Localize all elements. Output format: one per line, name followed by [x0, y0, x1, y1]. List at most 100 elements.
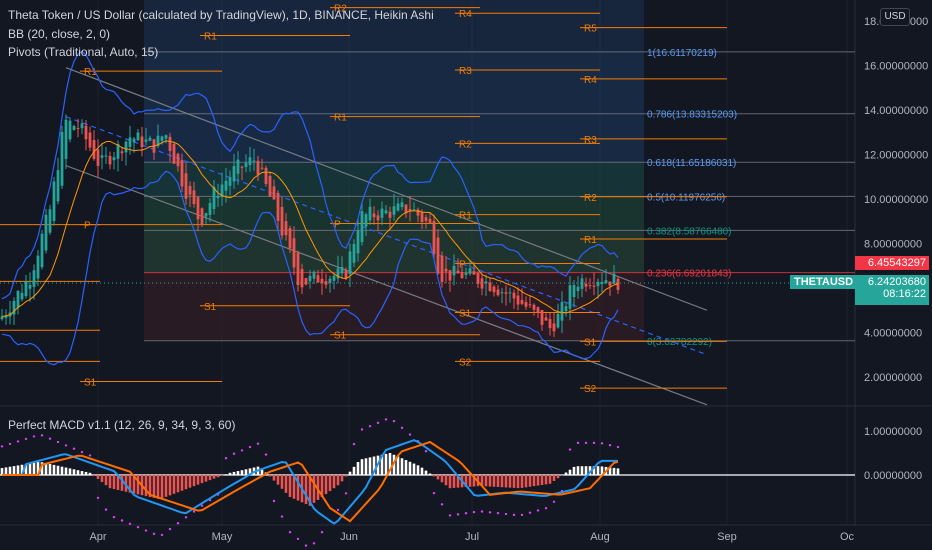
- macd-histogram-bar: [12, 466, 16, 475]
- macd-dot: [456, 513, 460, 516]
- candle-body: [164, 135, 168, 139]
- candle-body: [240, 166, 244, 168]
- pivots-legend[interactable]: Pivots (Traditional, Auto, 15): [8, 45, 159, 59]
- candle-body: [36, 255, 40, 279]
- candle-body: [124, 141, 128, 153]
- macd-histogram-bar: [276, 475, 280, 485]
- candle-body: [148, 137, 152, 141]
- macd-dot: [392, 419, 396, 423]
- candle-body: [60, 132, 64, 186]
- macd-histogram-bar: [368, 457, 372, 475]
- candle-body: [176, 153, 180, 167]
- macd-dot: [296, 537, 300, 541]
- candle-body: [528, 304, 532, 306]
- macd-dot: [592, 441, 596, 445]
- macd-histogram-bar: [596, 466, 600, 475]
- candle-body: [412, 209, 416, 211]
- macd-histogram-bar: [164, 475, 168, 497]
- candle-body: [540, 310, 544, 325]
- candle-body: [456, 270, 460, 274]
- macd-dot: [104, 508, 108, 511]
- macd-histogram-bar: [176, 475, 180, 493]
- candle-body: [408, 208, 412, 211]
- candle-body: [132, 138, 136, 143]
- macd-dot: [440, 503, 444, 506]
- macd-histogram-bar: [472, 475, 476, 487]
- macd-histogram-bar: [564, 472, 568, 475]
- macd-histogram-bar: [500, 475, 504, 488]
- macd-histogram-bar: [204, 475, 208, 482]
- macd-histogram-bar: [72, 469, 76, 475]
- macd-histogram-bar: [360, 459, 364, 475]
- candle-body: [580, 278, 584, 289]
- candle-body: [548, 318, 552, 329]
- macd-dot: [368, 424, 372, 428]
- candle-body: [92, 140, 96, 159]
- macd-dot: [0, 445, 4, 448]
- fib-level-label: 1(16.61170219): [647, 48, 717, 59]
- macd-dot: [552, 500, 556, 503]
- macd-dot: [384, 418, 388, 421]
- macd-histogram-bar: [408, 461, 412, 475]
- macd-dot: [496, 511, 500, 515]
- last-price-value: 6.24203680: [867, 276, 926, 288]
- pivot-label: R1: [584, 235, 597, 246]
- candle-body: [384, 210, 388, 214]
- macd-histogram-bar: [580, 466, 584, 475]
- price-tick-label: 14.00000000: [864, 105, 928, 117]
- bb-legend[interactable]: BB (20, close, 2, 0): [8, 27, 111, 41]
- candle-body: [280, 206, 284, 236]
- pivot-label: R4: [584, 75, 597, 86]
- macd-histogram-bar: [100, 475, 104, 483]
- macd-dot: [248, 445, 252, 449]
- candle-body: [244, 162, 248, 167]
- candle-body: [556, 313, 560, 328]
- candle-body: [388, 211, 392, 218]
- candle-body: [516, 295, 520, 305]
- candle-body: [392, 206, 396, 215]
- macd-histogram-bar: [380, 454, 384, 475]
- candle-body: [56, 170, 60, 202]
- symbol-tag: THETAUSD: [790, 275, 858, 289]
- macd-dot: [192, 510, 196, 513]
- macd-dot: [8, 442, 12, 446]
- candle-body: [40, 233, 44, 268]
- candle-body: [180, 160, 184, 187]
- candle-body: [472, 271, 476, 275]
- macd-histogram-bar: [528, 475, 532, 487]
- pivot-label: R3: [584, 135, 597, 146]
- macd-dot: [64, 444, 68, 447]
- candle-body: [576, 286, 580, 292]
- macd-histogram-bar: [568, 469, 572, 475]
- time-tick-label: Oc: [840, 531, 855, 543]
- fib-zone: [144, 0, 644, 52]
- candle-body: [84, 125, 88, 140]
- macd-line: [2, 439, 618, 525]
- candle-body: [288, 228, 292, 249]
- macd-tick-label: 0.00000000: [864, 470, 922, 482]
- pivot-label: S1: [584, 337, 597, 348]
- currency-button[interactable]: USD: [880, 8, 910, 26]
- macd-histogram-bar: [228, 472, 232, 475]
- candle-body: [484, 281, 488, 284]
- price-tick-label: 12.00000000: [864, 150, 928, 162]
- macd-dot: [16, 440, 20, 443]
- macd-histogram-bar: [308, 475, 312, 506]
- macd-histogram-bar: [152, 475, 156, 498]
- last-price-tag: 6.24203680 08:16:22: [855, 275, 929, 305]
- candle-body: [424, 217, 428, 221]
- pivot-label: R4: [459, 9, 472, 20]
- macd-histogram-bar: [16, 465, 20, 475]
- candle-body: [500, 292, 504, 294]
- candle-body: [596, 281, 600, 287]
- macd-legend[interactable]: Perfect MACD v1.1 (12, 26, 9, 34, 9, 3, …: [8, 418, 236, 432]
- fib-level-label: 0.236(6.69201843): [647, 269, 732, 280]
- macd-histogram-bar: [332, 475, 336, 489]
- macd-dot: [184, 516, 188, 519]
- macd-dot: [56, 440, 60, 444]
- candle-body: [188, 186, 192, 195]
- candle-body: [156, 135, 160, 146]
- macd-histogram-bar: [520, 475, 524, 488]
- macd-histogram-bar: [320, 475, 324, 497]
